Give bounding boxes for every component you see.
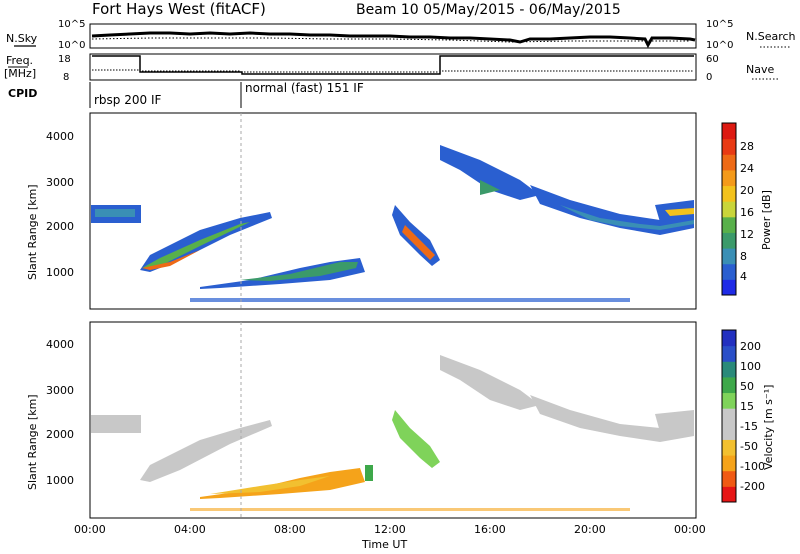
vel-cbar-tick-neg15: -15 xyxy=(740,420,758,433)
nave-label: Nave xyxy=(746,63,774,76)
noise-sky-trace xyxy=(91,31,696,49)
velocity-colorbar-segment xyxy=(722,423,736,440)
freq-ltick-bottom: 8 xyxy=(63,72,69,83)
power-colorbar-label: Power [dB] xyxy=(760,190,773,250)
freq-label-line2: [MHz] xyxy=(4,67,36,80)
power-colorbar-segment xyxy=(722,169,736,187)
power-ytick-3000: 3000 xyxy=(46,176,74,189)
noise-search-label: N.Search xyxy=(746,30,796,43)
velocity-panel: Slant Range [km] 1000 2000 3000 4000 -20… xyxy=(26,321,775,519)
vel-cbar-tick-50: 50 xyxy=(740,380,754,393)
velocity-colorbar-segment xyxy=(722,439,736,456)
velocity-ytick-1000: 1000 xyxy=(46,474,74,487)
velocity-ytick-2000: 2000 xyxy=(46,428,74,441)
noise-ytick-bottom: 10^0 xyxy=(58,40,85,51)
noise-rtick-top: 10^5 xyxy=(706,19,733,30)
xtick-1200: 12:00 xyxy=(374,523,406,536)
cpid-mode-2: normal (fast) 151 IF xyxy=(245,81,364,95)
power-ytick-2000: 2000 xyxy=(46,220,74,233)
site-title: Fort Hays West (fitACF) xyxy=(92,0,266,18)
power-colorbar xyxy=(721,122,737,296)
power-ylabel: Slant Range [km] xyxy=(26,184,39,280)
power-ytick-1000: 1000 xyxy=(46,266,74,279)
velocity-colorbar-segment xyxy=(722,392,736,409)
velocity-ytick-3000: 3000 xyxy=(46,384,74,397)
power-cbar-tick-8: 8 xyxy=(740,250,747,263)
vel-cbar-tick-neg50: -50 xyxy=(740,440,758,453)
velocity-colorbar xyxy=(721,329,737,503)
power-colorbar-frame xyxy=(721,122,737,296)
xtick-2400: 00:00 xyxy=(674,523,706,536)
velocity-ylabel: Slant Range [km] xyxy=(26,394,39,490)
cpid-panel: CPID rbsp 200 IF normal (fast) 151 IF xyxy=(8,81,364,108)
power-colorbar-segment xyxy=(722,201,736,218)
velocity-colorbar-segment xyxy=(722,455,736,472)
power-cbar-tick-20: 20 xyxy=(740,184,754,197)
xtick-1600: 16:00 xyxy=(474,523,506,536)
power-data xyxy=(91,145,694,302)
velocity-colorbar-label: Velocity [m s⁻¹] xyxy=(762,385,775,470)
vel-cbar-tick-100: 100 xyxy=(740,360,761,373)
xtick-0400: 04:00 xyxy=(174,523,206,536)
velocity-colorbar-frame xyxy=(721,329,737,503)
power-colorbar-segment xyxy=(722,263,736,280)
power-colorbar-segment xyxy=(722,185,736,202)
nave-trace xyxy=(92,69,694,73)
power-colorbar-segment xyxy=(722,154,736,171)
power-panel: Slant Range [km] 1000 2000 3000 4000 4 8… xyxy=(26,112,773,310)
x-axis-label: Time UT xyxy=(361,538,407,551)
velocity-colorbar-segment xyxy=(722,330,736,347)
noise-search-trace xyxy=(91,37,690,43)
power-cbar-tick-24: 24 xyxy=(740,162,754,175)
power-colorbar-segment xyxy=(722,279,736,296)
velocity-colorbar-segment xyxy=(722,486,736,503)
velocity-colorbar-segment xyxy=(722,408,736,425)
power-colorbar-segment xyxy=(722,138,736,155)
noise-panel: N.Sky 10^5 10^0 10^5 10^0 N.Search xyxy=(6,19,796,51)
freq-ltick-top: 18 xyxy=(58,54,71,65)
xtick-2000: 20:00 xyxy=(574,523,606,536)
power-cbar-tick-28: 28 xyxy=(740,140,754,153)
power-ytick-4000: 4000 xyxy=(46,130,74,143)
xtick-0800: 08:00 xyxy=(274,523,306,536)
vel-cbar-tick-neg200: -200 xyxy=(740,480,765,493)
power-colorbar-segment xyxy=(722,216,736,233)
power-cbar-tick-4: 4 xyxy=(740,270,747,283)
power-colorbar-segment xyxy=(722,248,736,265)
velocity-colorbar-segment xyxy=(722,470,736,487)
cpid-label: CPID xyxy=(8,87,37,100)
power-cbar-tick-12: 12 xyxy=(740,228,754,241)
freq-label-line1: Freq. xyxy=(6,54,33,67)
frequency-panel: Freq. [MHz] 18 8 60 0 Nave xyxy=(4,53,778,83)
noise-ytick-top: 10^5 xyxy=(58,19,85,30)
noise-sky-label: N.Sky xyxy=(6,32,38,45)
beam-date-title: Beam 10 05/May/2015 - 06/May/2015 xyxy=(356,2,621,18)
freq-rtick-top: 60 xyxy=(706,54,719,65)
velocity-colorbar-segment xyxy=(722,376,736,394)
power-cbar-tick-16: 16 xyxy=(740,206,754,219)
noise-rtick-bottom: 10^0 xyxy=(706,40,733,51)
time-axis: 00:00 04:00 08:00 12:00 16:00 20:00 00:0… xyxy=(74,523,706,551)
velocity-colorbar-segment xyxy=(722,361,736,378)
velocity-colorbar-segment xyxy=(722,345,736,362)
vel-cbar-tick-200: 200 xyxy=(740,340,761,353)
vel-cbar-tick-15: 15 xyxy=(740,400,754,413)
cpid-mode-1: rbsp 200 IF xyxy=(94,93,161,107)
velocity-data xyxy=(91,355,694,511)
velocity-ytick-4000: 4000 xyxy=(46,338,74,351)
power-colorbar-segment xyxy=(722,123,736,140)
vel-cbar-tick-neg100: -100 xyxy=(740,460,765,473)
xtick-0000: 00:00 xyxy=(74,523,106,536)
freq-trace xyxy=(92,55,694,75)
power-colorbar-segment xyxy=(722,232,736,249)
freq-rtick-bottom: 0 xyxy=(706,72,712,83)
